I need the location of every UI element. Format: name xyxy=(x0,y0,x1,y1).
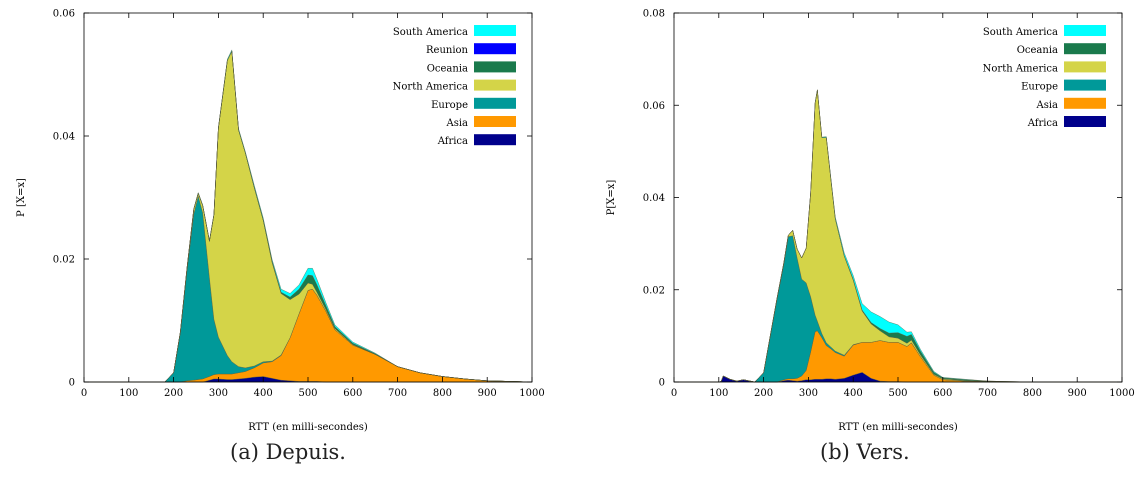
chart-vers: 0 100 200 300 400 500 600 700 800 900 1000 0 0.02 0.0… xyxy=(606,9,1135,434)
x-tick-label: 600 xyxy=(933,388,952,399)
y-tick-label: 0 xyxy=(69,378,75,389)
legend-label-north-america: North America xyxy=(393,82,468,93)
x-tick-label: 600 xyxy=(343,388,362,399)
c1-x-axis-label: RTT (en milli-secondes) xyxy=(838,422,958,433)
legend-swatch-reunion xyxy=(474,43,516,55)
c1-legend: South America Oceania North America Europe A… xyxy=(983,25,1106,129)
c0-x-axis-label: RTT (en milli-secondes) xyxy=(248,422,368,433)
y-tick-label: 0.06 xyxy=(643,101,665,112)
c1-x-axis: 0 100 200 300 400 500 600 700 800 900 1000 xyxy=(671,13,1135,399)
legend-swatch-asia xyxy=(1064,97,1106,109)
legend-label-north-america: North America xyxy=(983,63,1058,74)
y-tick-label: 0.08 xyxy=(643,9,665,20)
x-tick-label: 900 xyxy=(1068,388,1087,399)
c0-y-axis-label: P [X=x] xyxy=(16,178,27,217)
legend-swatch-asia xyxy=(474,116,516,127)
x-tick-label: 0 xyxy=(81,388,87,399)
chart-panel-depuis: 0 100 200 300 400 500 600 700 800 900 1000 0 0.02 0.0… xyxy=(0,0,570,440)
y-tick-label: 0.04 xyxy=(643,193,665,204)
c1-areas xyxy=(673,89,1123,383)
x-tick-label: 0 xyxy=(671,388,677,399)
legend-label-reunion: Reunion xyxy=(426,45,469,56)
x-tick-label: 500 xyxy=(298,388,317,399)
x-tick-label: 300 xyxy=(799,388,818,399)
x-tick-label: 200 xyxy=(754,388,773,399)
area-asia xyxy=(83,288,533,383)
x-tick-label: 200 xyxy=(164,388,183,399)
legend-label-europe: Europe xyxy=(431,100,468,111)
x-tick-label: 100 xyxy=(709,388,728,399)
x-tick-label: 1000 xyxy=(1109,388,1134,399)
legend-label-oceania: Oceania xyxy=(427,63,468,74)
c1-y-axis-label: P[X=x] xyxy=(606,180,617,216)
legend-swatch-europe xyxy=(474,97,516,109)
c0-x-axis: 0 100 200 300 400 500 600 700 800 900 1000 xyxy=(81,13,545,399)
legend-label-europe: Europe xyxy=(1021,82,1058,93)
legend-label-south-america: South America xyxy=(983,27,1058,38)
c0-y-axis: 0 0.02 0.04 0.06 xyxy=(53,9,532,389)
c0-legend: South America Reunion Oceania North America… xyxy=(393,25,516,147)
x-tick-label: 1000 xyxy=(519,388,544,399)
c1-y-axis: 0 0.02 0.04 0.06 0.08 xyxy=(643,9,1122,389)
legend-swatch-africa xyxy=(1064,116,1106,127)
x-tick-label: 900 xyxy=(478,388,497,399)
y-tick-label: 0.02 xyxy=(643,285,665,296)
chart-panel-vers: 0 100 200 300 400 500 600 700 800 900 1000 0 0.02 0.0… xyxy=(572,0,1143,440)
chart-depuis: 0 100 200 300 400 500 600 700 800 900 1000 0 0.02 0.0… xyxy=(16,9,545,434)
legend-label-africa: Africa xyxy=(437,136,468,147)
x-tick-label: 800 xyxy=(1023,388,1042,399)
x-tick-label: 400 xyxy=(844,388,863,399)
legend-swatch-africa xyxy=(474,134,516,146)
legend-label-asia: Asia xyxy=(1035,100,1058,111)
legend-swatch-south-america xyxy=(1064,25,1106,36)
y-tick-label: 0 xyxy=(659,378,665,389)
caption-depuis: (a) Depuis. xyxy=(230,440,346,464)
x-tick-label: 800 xyxy=(433,388,452,399)
caption-vers: (b) Vers. xyxy=(820,440,910,464)
y-tick-label: 0.02 xyxy=(53,255,75,266)
legend-swatch-europe xyxy=(1064,79,1106,91)
legend-label-asia: Asia xyxy=(445,118,468,129)
legend-swatch-north-america xyxy=(474,79,516,91)
x-tick-label: 700 xyxy=(388,388,407,399)
x-tick-label: 100 xyxy=(119,388,138,399)
legend-swatch-oceania xyxy=(474,61,516,73)
y-tick-label: 0.04 xyxy=(53,132,75,143)
legend-label-oceania: Oceania xyxy=(1017,45,1058,56)
legend-label-africa: Africa xyxy=(1027,118,1058,129)
x-tick-label: 500 xyxy=(888,388,907,399)
area-oceania xyxy=(673,89,1123,383)
x-tick-label: 700 xyxy=(978,388,997,399)
x-tick-label: 300 xyxy=(209,388,228,399)
legend-label-south-america: South America xyxy=(393,27,468,38)
legend-swatch-south-america xyxy=(474,25,516,36)
y-tick-label: 0.06 xyxy=(53,9,75,20)
x-tick-label: 400 xyxy=(254,388,273,399)
legend-swatch-oceania xyxy=(1064,43,1106,55)
legend-swatch-north-america xyxy=(1064,61,1106,73)
